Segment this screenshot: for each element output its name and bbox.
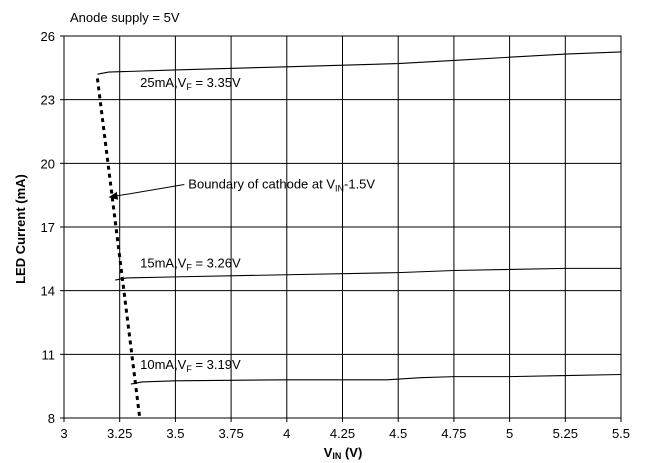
boundary-line: [95, 78, 142, 419]
y-tick-label: 14: [41, 284, 55, 299]
x-tick-label: 5.25: [553, 426, 578, 441]
series-label: 10mA,VF = 3.19V: [140, 357, 241, 374]
y-tick-label: 20: [41, 156, 55, 171]
x-tick-label: 4.5: [389, 426, 407, 441]
boundary-arrowhead: [108, 191, 119, 200]
x-tick-label: 3.75: [218, 426, 243, 441]
series-labels: 25mA,VF = 3.35V 15mA,VF = 3.26V 10mA,VF = …: [140, 75, 241, 374]
series-line: [97, 51, 622, 75]
x-tick-label: 4: [283, 426, 290, 441]
y-tick-label: 8: [48, 411, 55, 426]
x-tick-label: 5.5: [612, 426, 630, 441]
y-tick-label: 17: [41, 220, 55, 235]
x-tick-label: 3.25: [107, 426, 132, 441]
y-tick-label: 23: [41, 93, 55, 108]
boundary-arrow-line: [114, 184, 185, 197]
boundary-annotation: Boundary of cathode at VIN-1.5V: [95, 78, 375, 419]
y-tick-label: 11: [42, 347, 56, 362]
series-label: 25mA,VF = 3.35V: [140, 75, 241, 92]
series-line: [115, 267, 621, 281]
chart-title: Anode supply = 5V: [70, 10, 180, 25]
y-axis-ticks: 8 11 14 17 20 23 26: [41, 29, 64, 426]
boundary-label: Boundary of cathode at VIN-1.5V: [188, 177, 375, 194]
series-label: 15mA,VF = 3.26V: [140, 255, 241, 272]
x-tick-label: 4.75: [441, 426, 466, 441]
x-tick-label: 3: [60, 426, 67, 441]
y-tick-label: 26: [41, 29, 55, 44]
x-tick-label: 5: [506, 426, 513, 441]
y-axis-title: LED Current (mA): [13, 174, 28, 284]
x-tick-label: 3.5: [166, 426, 184, 441]
series-line: [130, 373, 622, 385]
x-axis-title: VIN (V): [324, 445, 363, 461]
x-axis-ticks: 3 3.25 3.5 3.75 4 4.25 4.5 4.75 5 5.25 5.5: [60, 418, 630, 441]
x-tick-label: 4.25: [330, 426, 355, 441]
data-series: [97, 51, 622, 385]
